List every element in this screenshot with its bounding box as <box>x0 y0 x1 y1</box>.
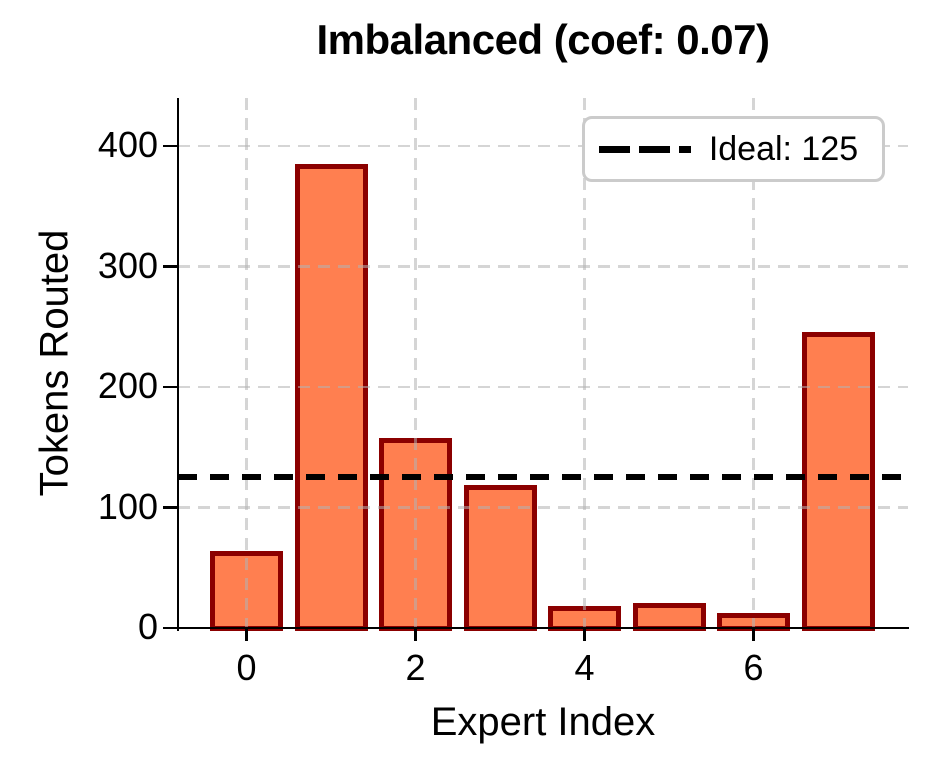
x-tick-2 <box>414 628 417 641</box>
axes-layer: 0 100 200 300 400 0 2 4 6 <box>98 98 910 686</box>
y-tick-100 <box>163 506 177 509</box>
y-tick-label-0: 0 <box>137 606 158 647</box>
legend-label: Ideal: 125 <box>708 130 859 168</box>
legend-dashed-line-icon <box>599 145 691 153</box>
x-tick-label-6: 6 <box>743 647 764 688</box>
bar-expert-7 <box>801 331 875 631</box>
ideal-reference-line <box>178 474 908 481</box>
x-tick-label-2: 2 <box>405 647 426 688</box>
y-tick-label-200: 200 <box>97 365 158 407</box>
x-tick-label-0: 0 <box>236 647 257 688</box>
legend: Ideal: 125 <box>582 116 885 182</box>
y-tick-400 <box>163 144 177 148</box>
y-tick-200 <box>163 385 177 389</box>
y-tick-label-400: 400 <box>97 124 158 166</box>
y-tick-300 <box>163 265 177 268</box>
plot-area: 0 100 200 300 400 0 2 4 6 Ideal: 125 <box>98 98 910 686</box>
x-tick-0 <box>245 628 248 641</box>
x-tick-label-4: 4 <box>574 647 595 688</box>
x-tick-4 <box>583 628 586 641</box>
x-axis-label: Expert Index <box>430 700 656 744</box>
bar-expert-3 <box>463 484 537 631</box>
chart-title: Imbalanced (coef: 0.07) <box>316 16 770 63</box>
bar-expert-1 <box>294 164 368 631</box>
x-tick-6 <box>752 628 755 641</box>
y-tick-label-300: 300 <box>97 244 158 286</box>
y-axis-spine <box>176 98 180 631</box>
x-axis-spine <box>176 626 910 630</box>
y-tick-0 <box>163 626 177 630</box>
y-tick-label-100: 100 <box>97 485 158 527</box>
